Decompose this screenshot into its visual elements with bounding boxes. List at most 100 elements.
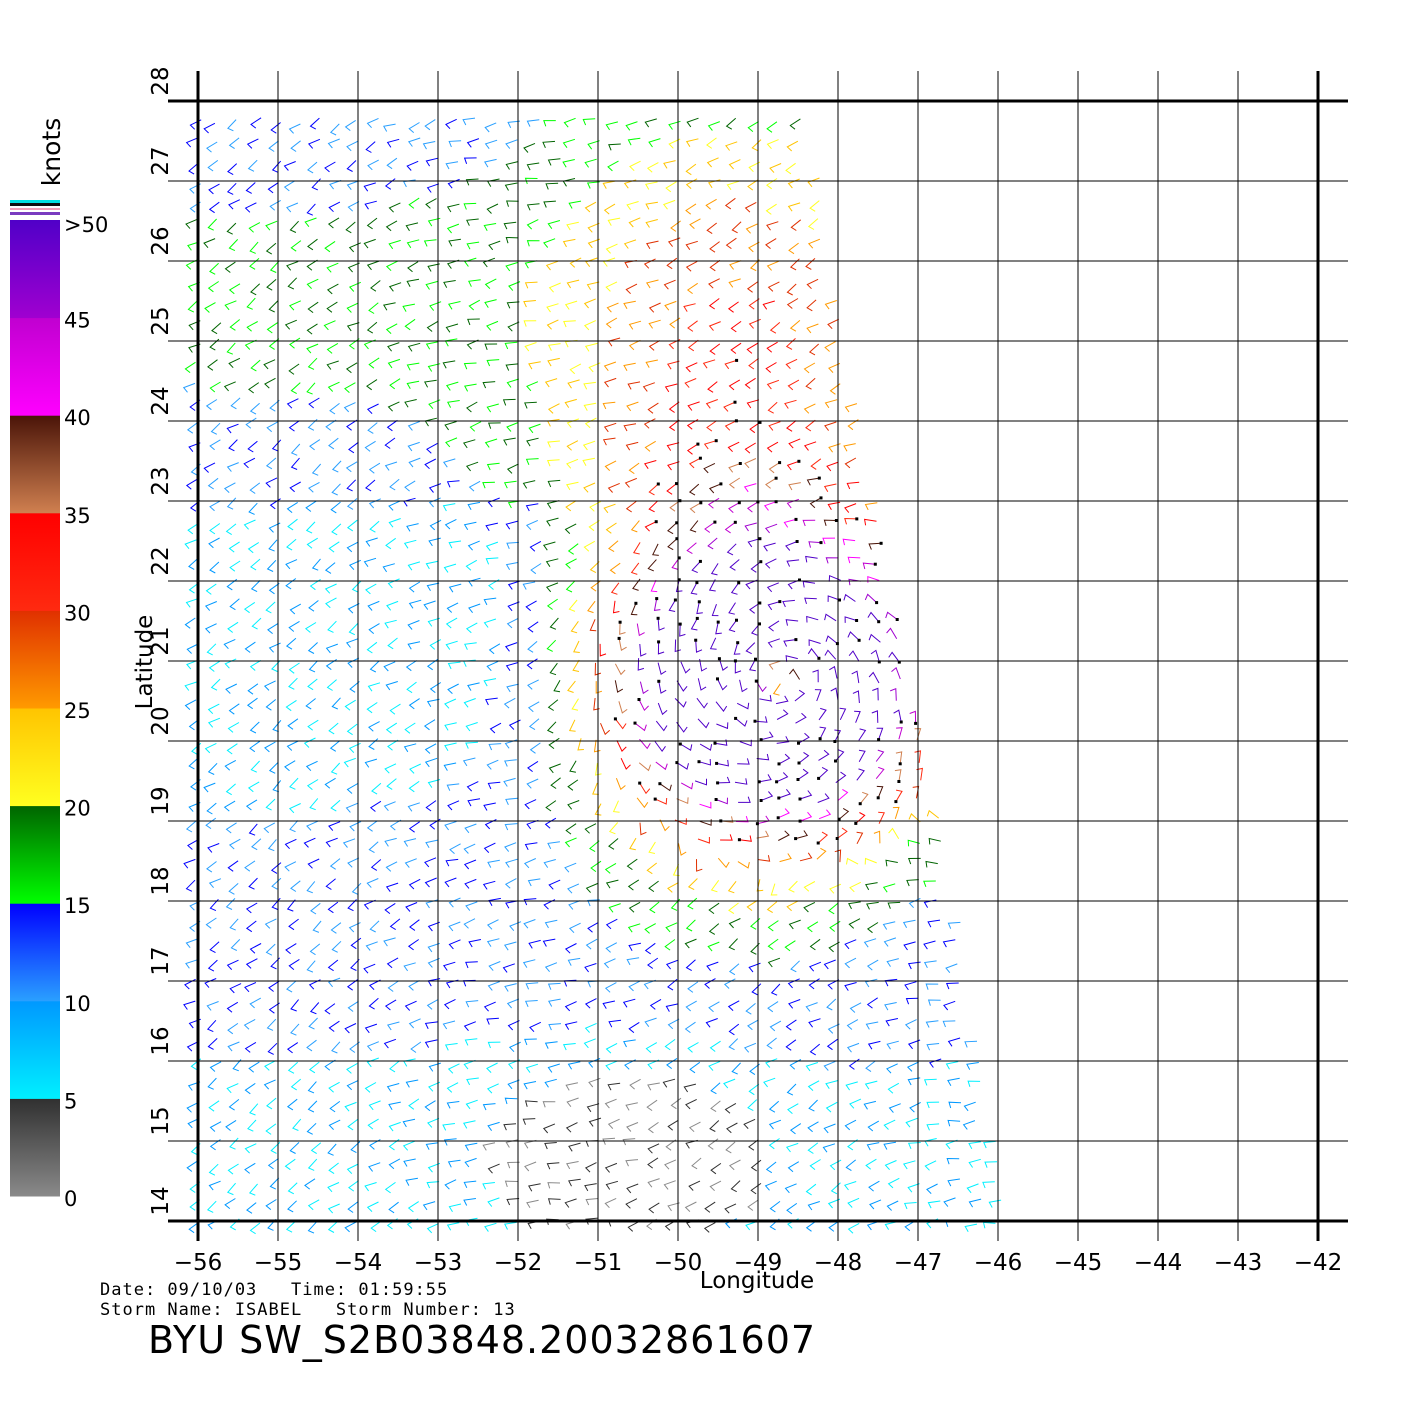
wind-barb: [331, 940, 342, 953]
wind-barb: [465, 1000, 479, 1008]
wind-barb: [524, 1161, 537, 1172]
wind-barb: [346, 322, 360, 332]
wind-barb: [289, 777, 299, 790]
wind-barb: [526, 819, 539, 830]
wind-barb: [506, 301, 520, 309]
rain-flag-marker: [877, 738, 881, 742]
wind-barb: [665, 1003, 679, 1012]
wind-barb: [588, 1077, 601, 1088]
rain-flag-marker: [774, 500, 778, 504]
wind-barb: [425, 157, 439, 167]
wind-barb: [685, 1139, 698, 1149]
rain-flag-marker: [816, 841, 820, 845]
rain-flag-marker: [817, 656, 821, 660]
wind-barb: [287, 518, 298, 531]
wind-barb: [588, 1117, 602, 1127]
wind-barb: [387, 401, 400, 412]
wind-barb: [504, 878, 517, 889]
wind-barb: [225, 898, 236, 910]
wind-barb: [502, 963, 515, 973]
wind-barb: [250, 558, 261, 571]
wind-barb: [546, 517, 559, 527]
wind-barb: [687, 401, 700, 411]
wind-barb: [423, 239, 437, 247]
wind-barb: [671, 557, 680, 570]
wind-barb: [648, 880, 659, 893]
wind-barb: [428, 483, 442, 493]
wind-barb: [266, 421, 278, 433]
wind-barb: [706, 137, 717, 149]
wind-barb: [307, 138, 321, 149]
wind-barb: [247, 781, 260, 793]
wind-barb: [585, 883, 598, 893]
wind-barb: [284, 1158, 296, 1171]
wind-barb: [802, 519, 816, 527]
rain-flag-marker: [637, 698, 641, 701]
wind-barb: [247, 159, 258, 172]
wind-barb: [710, 1162, 722, 1175]
wind-barb: [546, 639, 557, 652]
wind-barb: [827, 1023, 840, 1034]
wind-barb: [828, 574, 841, 582]
wind-barb: [483, 223, 497, 232]
wind-barb: [648, 1202, 660, 1214]
wind-barb: [288, 677, 298, 690]
wind-barb: [626, 1122, 639, 1132]
wind-barb: [468, 299, 481, 311]
wind-barb: [547, 440, 560, 448]
file-title: BYU SW_S2B03848.20032861607: [148, 1318, 817, 1362]
wind-barb: [386, 600, 399, 611]
wind-barb: [482, 880, 496, 890]
wind-barb: [448, 1203, 462, 1213]
wind-barb: [323, 320, 336, 331]
wind-barb: [805, 377, 816, 390]
wind-barb: [770, 983, 781, 996]
wind-barb: [683, 1083, 697, 1093]
wind-barb: [346, 1063, 358, 1074]
wind-barb: [826, 998, 837, 1011]
wind-barb: [448, 939, 461, 950]
rain-flag-marker: [797, 741, 800, 745]
wind-barb: [328, 1020, 340, 1032]
wind-barb: [876, 727, 884, 740]
wind-barb: [680, 743, 693, 751]
wind-barb: [523, 919, 536, 929]
wind-barb: [789, 118, 801, 130]
wind-barb: [408, 878, 421, 890]
wind-barb: [655, 720, 668, 732]
wind-barb: [639, 643, 647, 657]
wind-barb: [268, 642, 281, 653]
wind-barb: [447, 800, 460, 811]
wind-barb: [785, 1039, 797, 1051]
wind-barb: [670, 898, 681, 911]
wind-barb: [553, 680, 561, 693]
wind-barb: [331, 483, 341, 496]
wind-barb: [690, 582, 698, 595]
wind-barb: [566, 481, 579, 491]
wind-barb: [828, 902, 839, 915]
wind-barb: [548, 737, 560, 749]
wind-barb: [620, 757, 631, 770]
wind-barb: [286, 899, 296, 912]
wind-barb: [604, 460, 617, 471]
wind-barb: [685, 203, 697, 215]
wind-barb: [968, 1158, 981, 1168]
wind-barb: [226, 497, 237, 510]
wind-barb: [348, 623, 359, 636]
wind-barb: [749, 658, 756, 672]
wind-barb: [270, 1141, 281, 1154]
wind-barb: [444, 338, 458, 347]
rain-flag-marker: [733, 520, 737, 524]
wind-barb: [503, 777, 516, 787]
wind-barb: [728, 477, 741, 489]
wind-barb: [266, 279, 277, 291]
longitude-tick-label: −48: [814, 1250, 863, 1276]
wind-barb: [226, 578, 238, 591]
wind-barb: [186, 659, 199, 670]
wind-barb: [407, 421, 420, 431]
wind-barb: [247, 542, 260, 554]
wind-barb: [745, 223, 758, 234]
wind-barb: [805, 1183, 817, 1196]
wind-barb: [308, 481, 320, 493]
wind-barb: [346, 783, 359, 794]
